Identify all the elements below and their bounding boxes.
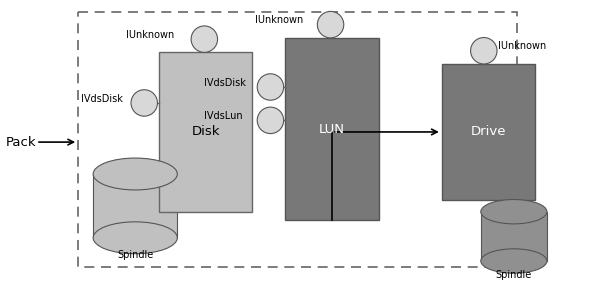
Text: IVdsDisk: IVdsDisk bbox=[81, 94, 123, 104]
Text: LUN: LUN bbox=[319, 123, 345, 135]
Text: Pack: Pack bbox=[6, 136, 37, 148]
Ellipse shape bbox=[481, 249, 547, 273]
Ellipse shape bbox=[93, 222, 177, 254]
Text: Drive: Drive bbox=[471, 126, 506, 138]
Text: Spindle: Spindle bbox=[117, 250, 153, 260]
Bar bbox=[78, 12, 517, 267]
Text: Spindle: Spindle bbox=[496, 271, 532, 280]
Text: IUnknown: IUnknown bbox=[498, 41, 546, 51]
Ellipse shape bbox=[481, 200, 547, 224]
Ellipse shape bbox=[257, 107, 284, 134]
Ellipse shape bbox=[257, 74, 284, 100]
Text: IUnknown: IUnknown bbox=[255, 15, 304, 25]
Polygon shape bbox=[93, 174, 177, 238]
Ellipse shape bbox=[471, 37, 497, 64]
Bar bbox=[159, 52, 252, 212]
Bar bbox=[442, 64, 535, 200]
Ellipse shape bbox=[93, 158, 177, 190]
Ellipse shape bbox=[131, 90, 157, 116]
Polygon shape bbox=[481, 212, 547, 261]
Text: IVdsLun: IVdsLun bbox=[204, 111, 243, 121]
Ellipse shape bbox=[191, 26, 218, 52]
Ellipse shape bbox=[317, 11, 344, 38]
Bar bbox=[285, 38, 379, 220]
Text: IUnknown: IUnknown bbox=[126, 30, 174, 40]
Text: IVdsDisk: IVdsDisk bbox=[204, 78, 246, 88]
Text: Disk: Disk bbox=[192, 126, 220, 138]
